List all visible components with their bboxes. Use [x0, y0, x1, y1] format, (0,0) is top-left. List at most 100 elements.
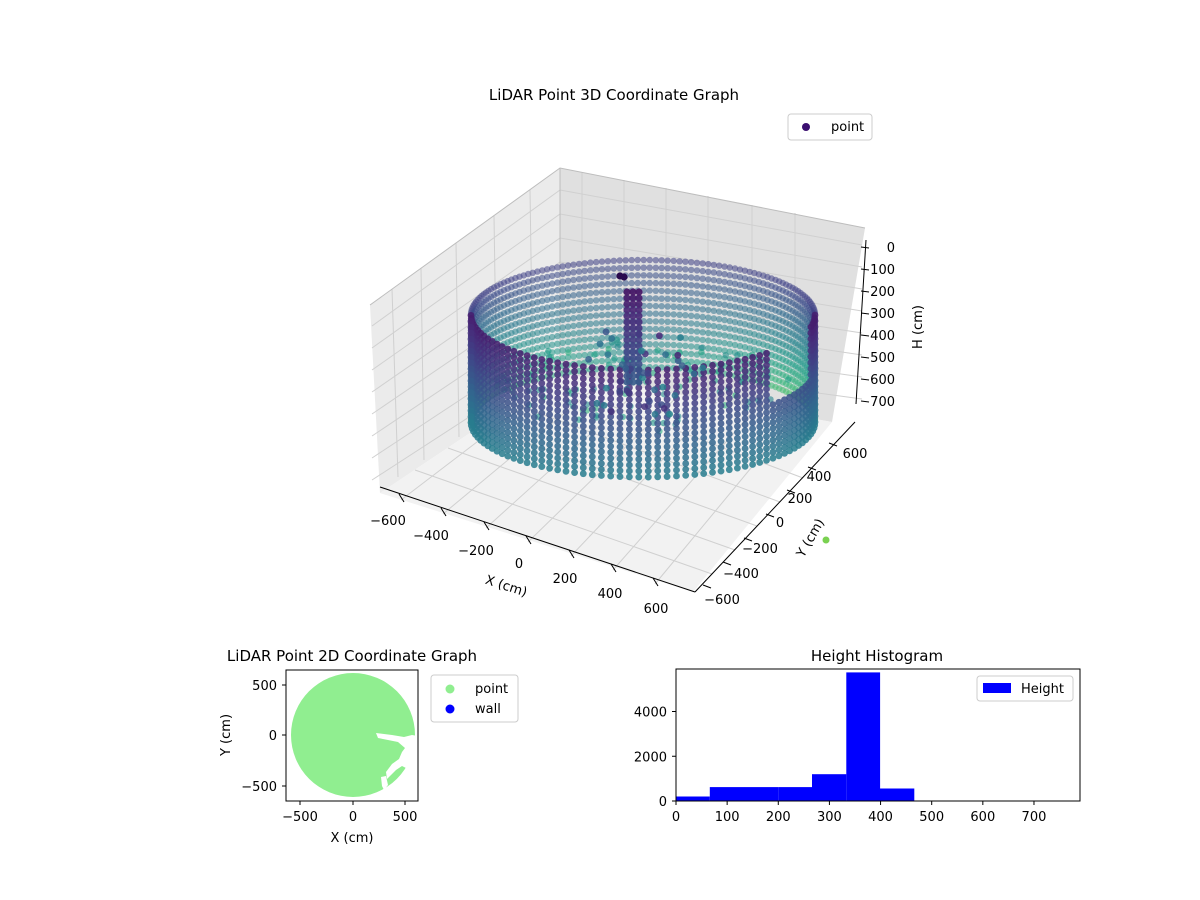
cloud-pt-698: [647, 318, 653, 324]
cloud-pt-787: [682, 312, 688, 318]
cloud-pt-712: [653, 311, 659, 317]
cloud-pt-1917: [635, 408, 642, 415]
cloud-pt-2200: [511, 378, 518, 385]
cloud-pt-1884: [654, 438, 661, 445]
cloud-pt-2192: [517, 445, 524, 452]
cloud-pt-1774: [709, 457, 716, 464]
cloud-pt-2137: [538, 463, 545, 470]
cloud-pt-2179: [517, 368, 524, 375]
cloud-pt-881: [716, 347, 722, 353]
cloud-pt-2451: [468, 366, 475, 373]
cloud-pt-557: [593, 274, 599, 280]
cloud-pt-2457: [468, 401, 475, 408]
cloud-pt-2019: [589, 448, 596, 455]
cloud-pt-2127: [538, 404, 545, 411]
cloud-pt-2069: [563, 402, 570, 409]
cloud-pt-1955: [617, 408, 624, 415]
cloud-pt-1705: [734, 381, 741, 388]
cloud-pt-850: [705, 337, 711, 343]
hist-y-tick-label: 2000: [634, 750, 667, 765]
cloud-pt-1661: [756, 453, 763, 460]
cloud-pt-1994: [598, 413, 605, 420]
cloud-pt-2442: [468, 312, 475, 319]
cloud-pt-1956: [617, 414, 624, 421]
cloud-pt-1770: [709, 433, 716, 440]
pillar-pt-49: [620, 273, 627, 280]
cloud-pt-1517: [808, 330, 815, 337]
cloud-pt-1985: [607, 473, 614, 480]
cloud-pt-1692: [742, 415, 749, 422]
cloud-pt-1902: [645, 432, 652, 439]
hist-y-tick-label: 0: [659, 795, 667, 810]
cloud-pt-1921: [635, 432, 642, 439]
cloud-pt-690: [647, 257, 653, 263]
cloud-pt-1987: [598, 371, 605, 378]
cloud-pt-1648: [756, 376, 763, 383]
cloud-pt-543: [587, 282, 593, 288]
cloud-pt-1907: [645, 462, 652, 469]
cloud-pt-1610: [776, 429, 783, 436]
cloud-pt-1790: [700, 440, 707, 447]
cloud-pt-1660: [756, 447, 763, 454]
cloud-pt-1783: [700, 399, 707, 406]
cloud-pt-2118: [546, 465, 553, 472]
cloud-pt-1701: [734, 358, 741, 365]
cloud-pt-1934: [626, 396, 633, 403]
cloud-pt-2107: [546, 399, 553, 406]
cloud-pt-1812: [691, 459, 698, 466]
cloud-pt-546: [587, 305, 593, 311]
cloud-pt-601: [611, 265, 617, 271]
cloud-pt-2034: [580, 423, 587, 430]
cloud-pt-718: [653, 356, 659, 362]
cloud-pt-2078: [563, 456, 570, 463]
cloud-pt-580: [599, 335, 605, 341]
cloud-pt-2039: [580, 452, 587, 459]
cloud-pt-2150: [531, 426, 538, 433]
cloud-pt-1802: [691, 400, 698, 407]
cloud-pt-1997: [598, 430, 605, 437]
cloud-pt-2006: [589, 370, 596, 377]
cloud-pt-1965: [617, 467, 624, 474]
cloud-pt-1858: [664, 396, 671, 403]
cloud-pt-1654: [756, 412, 763, 419]
chart-3d-title: LiDAR Point 3D Coordinate Graph: [489, 86, 739, 104]
cloud-pt-482: [565, 278, 571, 284]
cloud-pt-1846: [673, 437, 680, 444]
cloud-pt-469: [560, 294, 566, 300]
cloud-pt-1882: [654, 426, 661, 433]
x-tick-label: 200: [553, 572, 578, 587]
cloud-pt-2096: [554, 449, 561, 456]
cloud-pt-2198: [511, 366, 518, 373]
cloud-pt-477: [560, 355, 566, 361]
cloud-pt-2205: [511, 407, 518, 414]
cloud-pt-2004: [598, 472, 605, 479]
cloud-pt-1665: [749, 366, 756, 373]
cloud-pt-1675: [749, 425, 756, 432]
cloud-pt-2076: [563, 444, 570, 451]
cloud-pt-2087: [554, 395, 561, 402]
cloud-pt-1809: [691, 441, 698, 448]
cloud-pt-1760: [709, 374, 716, 381]
cloud-pt-714: [653, 326, 659, 332]
cloud-pt-1888: [654, 462, 661, 469]
pillar-pt-87: [597, 340, 604, 347]
cloud-pt-2126: [538, 398, 545, 405]
cloud-pt-1652: [756, 400, 763, 407]
cloud-pt-1893: [645, 379, 652, 386]
cloud-pt-2159: [524, 364, 531, 371]
cloud-pt-742: [665, 311, 671, 317]
x-tick-label: 600: [644, 602, 669, 617]
cloud-pt-1642: [763, 451, 770, 458]
cloud-pt-513: [576, 284, 582, 290]
cloud-pt-807: [688, 351, 694, 357]
cloud-pt-745: [665, 334, 671, 340]
legend-swatch-height: [983, 683, 1011, 693]
cloud-pt-746: [665, 342, 671, 348]
cloud-pt-1836: [673, 377, 680, 384]
cloud-pt-2122: [538, 374, 545, 381]
cloud-pt-526: [582, 268, 588, 274]
cloud-pt-619: [617, 288, 623, 294]
cloud-pt-2129: [538, 416, 545, 423]
cloud-pt-849: [705, 330, 711, 336]
cloud-pt-2187: [517, 416, 524, 423]
